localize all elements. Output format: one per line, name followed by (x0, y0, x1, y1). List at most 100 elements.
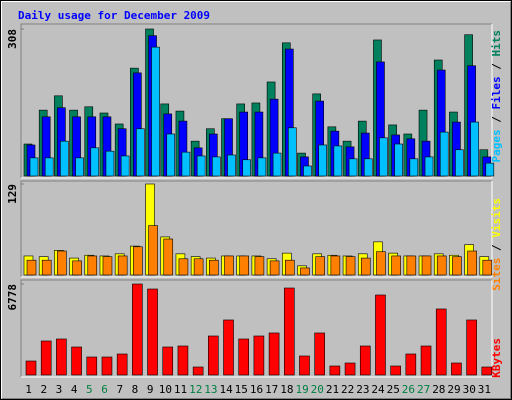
bar (44, 157, 54, 177)
bar (345, 256, 356, 276)
bar (272, 152, 282, 177)
legend-entry: Visits (490, 198, 503, 238)
bar (360, 257, 371, 276)
bar (451, 362, 462, 376)
bar (436, 255, 447, 276)
legend: Pages / Files / Hits (490, 30, 503, 163)
x-tick-label: 28 (432, 383, 445, 396)
bar (269, 260, 280, 276)
bar (151, 46, 160, 177)
legend-entry: Pages (490, 129, 503, 162)
x-tick-label: 13 (204, 383, 217, 396)
bar (253, 335, 265, 376)
legend: Sites / Visits (490, 198, 503, 291)
bar (239, 255, 250, 276)
x-tick-label: 21 (326, 383, 339, 396)
x-tick-label: 12 (189, 383, 202, 396)
bar (406, 255, 417, 276)
x-tick-label: 25 (387, 383, 400, 396)
bar (163, 238, 174, 276)
bar (283, 287, 295, 376)
legend-entry: Sites (490, 258, 503, 291)
bar (466, 319, 477, 376)
legend: KBytes (490, 338, 503, 378)
x-tick-label: 15 (235, 383, 248, 396)
x-tick-label: 19 (295, 383, 308, 396)
bar (75, 157, 84, 177)
bar (57, 250, 67, 276)
x-tick-label: 14 (219, 383, 233, 396)
bar (41, 259, 52, 276)
bar (60, 140, 69, 177)
legend-entry: Files (490, 76, 503, 109)
y-tick-label: 6778 (6, 284, 19, 311)
bar (133, 246, 143, 276)
bar (455, 149, 464, 177)
bar (87, 255, 98, 276)
bar (227, 154, 236, 177)
x-tick-label: 26 (402, 383, 415, 396)
x-tick-label: 23 (356, 383, 369, 396)
bar (391, 255, 401, 276)
panel-bevel (21, 181, 493, 278)
bar (148, 225, 158, 276)
bar (29, 157, 39, 177)
bar (375, 294, 386, 376)
bar (166, 133, 176, 177)
x-tick-label: 20 (311, 383, 324, 396)
x-tick-label: 29 (447, 383, 460, 396)
bar (287, 127, 297, 177)
bar (117, 255, 128, 276)
panel-bevel (21, 24, 493, 179)
bar (40, 340, 52, 376)
bar (254, 256, 265, 276)
x-tick-label: 24 (371, 383, 385, 396)
bar (299, 355, 310, 376)
bar (223, 319, 234, 376)
bar (147, 288, 158, 376)
bar (132, 283, 143, 376)
bar (268, 332, 280, 376)
panel-bevel (20, 279, 492, 377)
bar (192, 366, 204, 376)
bar (315, 256, 325, 276)
bar (193, 258, 204, 276)
bar (242, 159, 252, 177)
x-tick-label: 7 (116, 383, 123, 396)
bar (482, 259, 493, 276)
bar (162, 346, 174, 376)
x-tick-label: 1 (25, 383, 32, 396)
x-tick-label: 9 (147, 383, 154, 396)
bar (26, 259, 37, 276)
x-tick-label: 27 (417, 383, 430, 396)
bar (86, 356, 98, 376)
bar (405, 353, 417, 376)
bar (435, 308, 447, 376)
bar (359, 345, 371, 376)
bar (376, 251, 386, 276)
x-tick-label: 8 (132, 383, 139, 396)
bar (25, 360, 37, 376)
bar (409, 158, 419, 177)
bar (314, 332, 325, 376)
bar (379, 137, 388, 177)
chart-title: Daily usage for December 2009 (18, 9, 210, 22)
legend-separator: / (490, 238, 503, 258)
legend-entry: Hits (490, 30, 503, 57)
bar (224, 255, 234, 276)
bar (318, 144, 327, 177)
bar (333, 145, 343, 177)
bar (177, 345, 189, 376)
bar (348, 158, 358, 177)
bar (72, 260, 82, 276)
legend-entry: KBytes (490, 338, 503, 378)
bar (481, 366, 493, 376)
bar (257, 157, 267, 177)
bar (136, 128, 145, 177)
bar (90, 147, 100, 177)
bar (424, 156, 434, 177)
bar (178, 258, 189, 276)
